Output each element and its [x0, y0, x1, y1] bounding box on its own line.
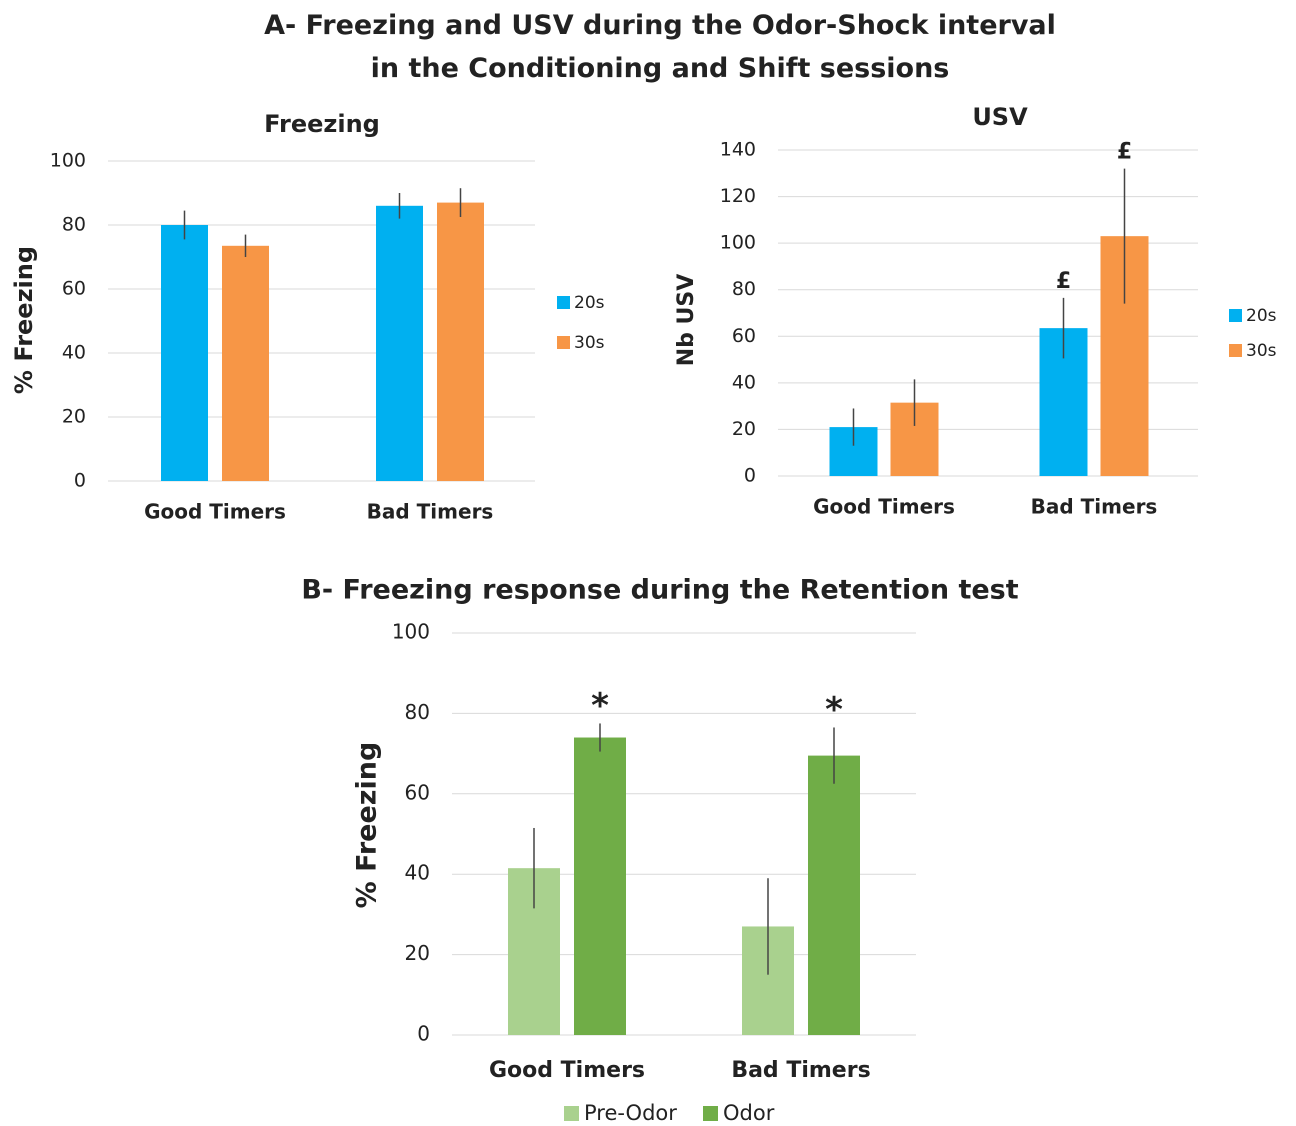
x-tick-label: Good Timers [144, 500, 286, 524]
legend-swatch [1229, 309, 1242, 322]
y-tick-label: 120 [720, 185, 756, 207]
y-tick-label: 100 [720, 232, 756, 254]
y-axis-label: % Freezing [10, 246, 38, 394]
y-tick-label: 40 [732, 371, 756, 393]
x-tick-label: Good Timers [813, 495, 955, 519]
y-tick-label: 80 [62, 214, 86, 236]
y-tick-label: 20 [732, 418, 756, 440]
y-axis-label: % Freezing [352, 742, 383, 909]
significance-marker: * [591, 686, 609, 726]
bar [808, 755, 860, 1035]
y-tick-label: 20 [62, 406, 86, 428]
y-tick-label: 0 [74, 470, 86, 492]
legend-label: 20s [1246, 306, 1277, 326]
significance-marker: * [825, 690, 843, 730]
bar [376, 205, 423, 482]
bar [161, 225, 208, 481]
y-tick-label: 0 [417, 1022, 430, 1046]
y-tick-label: 100 [392, 620, 430, 644]
legend-label: 30s [1246, 341, 1277, 361]
bar [437, 202, 484, 481]
y-tick-label: 60 [62, 278, 86, 300]
legend-label: 20s [574, 293, 605, 313]
significance-marker: £ [1117, 140, 1132, 165]
main-title: A- Freezing and USV during the Odor-Shoc… [264, 10, 1056, 84]
chart-title: USV [972, 103, 1028, 131]
y-tick-label: 60 [732, 325, 756, 347]
y-tick-label: 100 [50, 150, 86, 172]
x-tick-label: Bad Timers [1031, 495, 1158, 519]
y-axis-label: Nb USV [674, 274, 699, 367]
x-tick-label: Bad Timers [367, 500, 494, 524]
x-tick-label: Bad Timers [731, 1058, 870, 1083]
chart-title: B- Freezing response during the Retentio… [301, 575, 1018, 606]
legend-label: 30s [574, 333, 605, 353]
significance-marker: £ [1056, 269, 1071, 294]
legend-swatch [557, 296, 570, 309]
bar [574, 737, 626, 1035]
legend-swatch [1229, 344, 1242, 357]
y-tick-label: 40 [405, 861, 430, 885]
y-tick-label: 140 [720, 139, 756, 161]
y-tick-label: 0 [744, 465, 756, 487]
y-tick-label: 60 [405, 780, 430, 804]
legend-label: Pre-Odor [584, 1101, 677, 1125]
y-tick-label: 20 [405, 941, 430, 965]
x-tick-label: Good Timers [489, 1058, 645, 1083]
legend-label: Odor [723, 1101, 775, 1125]
chart-title: Freezing [264, 110, 380, 138]
legend-swatch [703, 1106, 718, 1121]
y-tick-label: 80 [405, 700, 430, 724]
y-tick-label: 40 [62, 342, 86, 364]
legend-swatch [564, 1106, 579, 1121]
y-tick-label: 80 [732, 278, 756, 300]
legend-swatch [557, 336, 570, 349]
bar [222, 245, 269, 481]
